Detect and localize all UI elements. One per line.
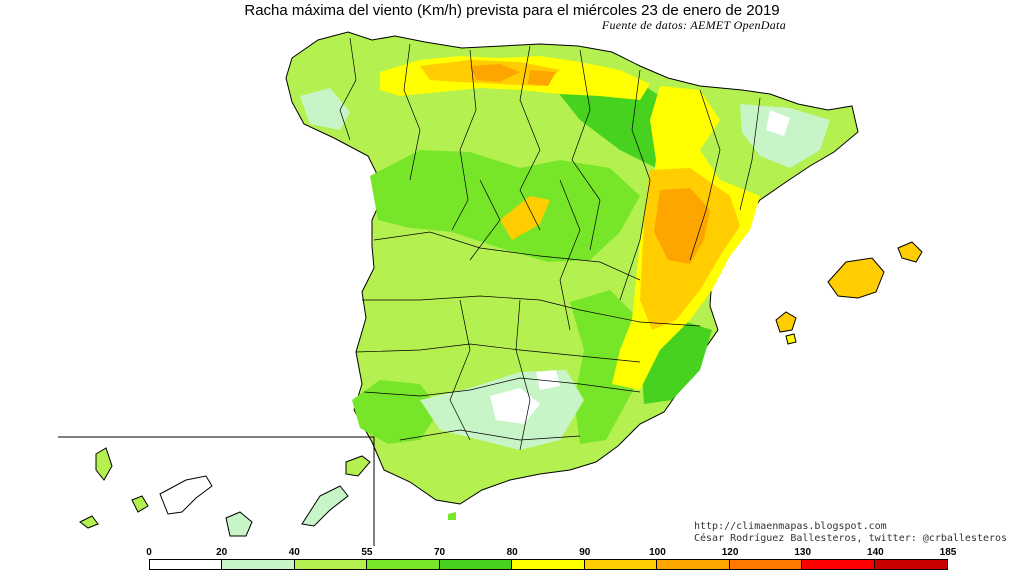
zone-100-120-cantabrian — [470, 64, 556, 86]
legend-swatch — [512, 560, 585, 569]
legend-swatch — [367, 560, 440, 569]
province-borders — [339, 37, 761, 451]
zone-20-40-pyrenees — [740, 104, 830, 168]
legend-swatch — [657, 560, 730, 569]
legend-tick-label: 90 — [579, 547, 591, 558]
zone-55-70-north — [370, 150, 640, 262]
legend-tick-label: 55 — [361, 547, 373, 558]
legend-tick-label: 185 — [939, 547, 957, 558]
legend-tick-label: 120 — [721, 547, 739, 558]
legend-swatch — [729, 560, 803, 569]
zone-0-20-spots — [490, 110, 790, 424]
zone-100-120-ebro — [654, 188, 710, 264]
credit-author: César Rodríguez Ballesteros, twitter: @c… — [694, 533, 1008, 544]
legend-tick-label: 80 — [506, 547, 518, 558]
legend-tick-label: 20 — [216, 547, 228, 558]
island-lanzarote — [345, 455, 371, 477]
legend-tick-label: 140 — [867, 547, 884, 558]
zone-20-40-galicia — [300, 88, 350, 130]
map-title: Racha máxima del viento (Km/h) prevista … — [244, 2, 780, 19]
legend-tick-label: 100 — [649, 547, 666, 558]
legend-swatch — [150, 560, 223, 569]
legend-swatch — [222, 560, 295, 569]
legend-tick-label: 70 — [433, 547, 446, 558]
legend-swatch — [439, 560, 513, 569]
island-mallorca — [827, 257, 885, 299]
legend-swatch — [294, 560, 368, 569]
legend-color-bar — [149, 559, 948, 570]
credit-url: http://climaenmapas.blogspot.com — [694, 521, 887, 532]
data-source: Fuente de datos: AEMET OpenData — [601, 18, 786, 32]
ceuta — [448, 512, 456, 520]
island-ibiza — [775, 311, 797, 333]
island-gran-canaria — [225, 511, 253, 537]
legend-tick-label: 130 — [794, 547, 812, 558]
island-la-gomera — [131, 495, 149, 513]
island-el-hierro — [79, 515, 99, 529]
legend-tick-label: 40 — [288, 547, 300, 558]
legend-swatch — [802, 560, 875, 569]
island-formentera — [785, 333, 797, 345]
island-menorca — [897, 241, 923, 263]
zone-90-100-iberian — [500, 196, 550, 240]
island-tenerife — [159, 475, 213, 515]
canary-inset-frame — [58, 436, 375, 546]
island-fuerteventura — [301, 485, 349, 527]
island-la-palma — [95, 447, 113, 481]
legend-swatch — [874, 560, 947, 569]
legend-tick-label: 0 — [146, 547, 152, 558]
legend-swatch — [584, 560, 658, 569]
